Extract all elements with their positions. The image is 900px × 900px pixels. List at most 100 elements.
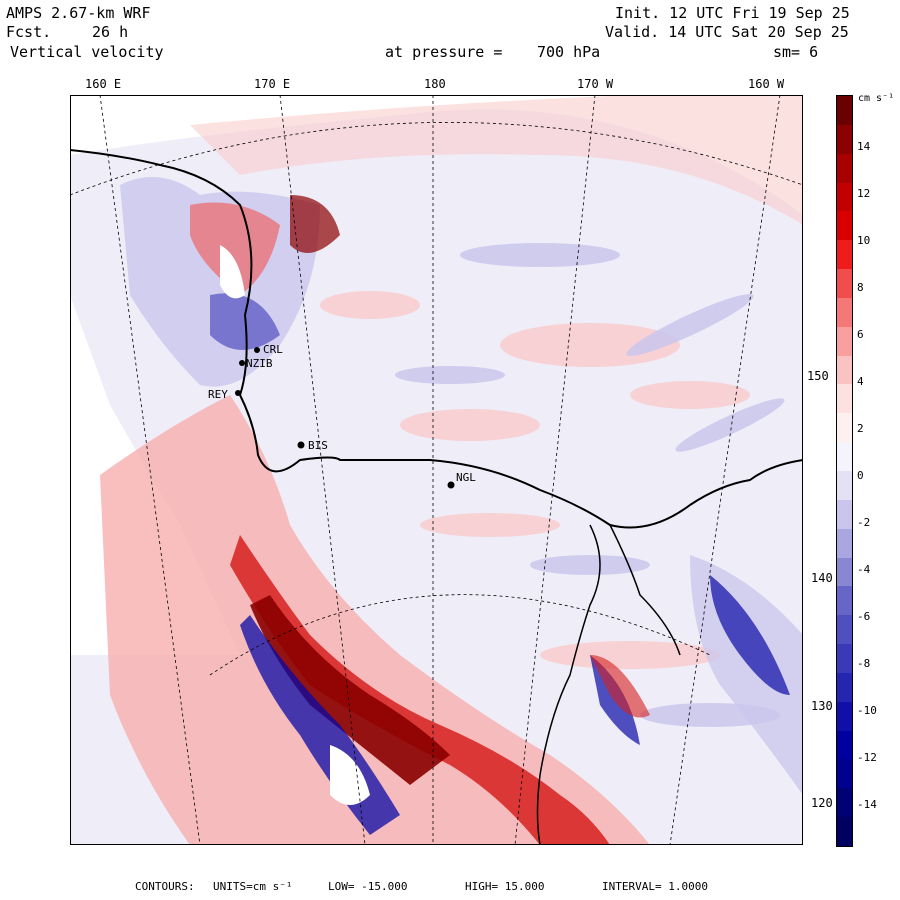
colorbar-segment xyxy=(837,96,852,126)
station-rey[interactable]: REY xyxy=(208,388,241,401)
station-ngl[interactable]: NGL xyxy=(447,471,477,489)
colorbar-tick-label: -8 xyxy=(857,657,871,670)
colorbar-segment xyxy=(837,269,852,299)
positive-patch xyxy=(290,195,340,253)
pressure-value: 700 hPa xyxy=(537,43,601,61)
colorbar-tick-label: 14 xyxy=(857,140,871,153)
positive-patch xyxy=(540,641,720,669)
colorbar-segment xyxy=(837,384,852,414)
footer-interval: INTERVAL= 1.0000 xyxy=(602,880,708,893)
meridian-160e xyxy=(99,95,201,845)
positive-patch xyxy=(590,655,650,718)
station-nzib[interactable]: NZIB xyxy=(239,357,273,370)
positive-patch xyxy=(500,323,680,367)
colorbar-segment xyxy=(837,586,852,616)
colorbar-tick-label: -10 xyxy=(857,704,877,717)
positive-patch xyxy=(190,202,280,295)
colorbar-segment xyxy=(837,124,852,155)
footer-low: LOW= -15.000 xyxy=(328,880,408,893)
colorbar-segment xyxy=(837,413,852,443)
colorbar xyxy=(836,95,853,847)
colorbar-tick-label: 4 xyxy=(857,375,864,388)
smoothing-value: sm= 6 xyxy=(773,43,819,61)
positive-mountain-band xyxy=(100,395,650,845)
negative-patch xyxy=(626,294,754,356)
positive-patch xyxy=(420,513,560,537)
colorbar-tick-label: -14 xyxy=(857,798,877,811)
footer-contours: CONTOURS: xyxy=(135,880,195,893)
very-strong-positive-ridge xyxy=(250,595,450,785)
colorbar-tick-label: -12 xyxy=(857,751,877,764)
station-label-nzib: NZIB xyxy=(246,357,273,370)
colorbar-segment xyxy=(837,355,852,385)
valid-time: Valid. 14 UTC Sat 20 Sep 25 xyxy=(605,23,849,41)
colorbar-segment xyxy=(837,701,852,732)
colorbar-segment xyxy=(837,672,852,703)
colorbar-segment xyxy=(837,240,852,270)
colorbar-tick-label: 8 xyxy=(857,281,864,294)
station-label-rey: REY xyxy=(208,388,228,401)
negative-patch xyxy=(395,366,505,384)
colorbar-segment xyxy=(837,297,852,328)
colorbar-unit: cm s⁻¹ xyxy=(858,93,895,104)
parallel-70s xyxy=(70,122,803,196)
no-data-patch xyxy=(330,745,370,805)
station-crl[interactable]: CRL xyxy=(254,343,283,356)
positive-patch xyxy=(630,381,750,409)
colorbar-segment xyxy=(837,528,852,559)
pressure-label: at pressure = xyxy=(385,43,503,61)
colorbar-segment xyxy=(837,442,852,472)
colorbar-segment xyxy=(837,499,852,530)
lon-label-170e: 170 E xyxy=(254,77,291,91)
colorbar-tick-label: 0 xyxy=(857,469,864,482)
colorbar-tick-label: 12 xyxy=(857,187,871,200)
init-time: Init. 12 UTC Fri 19 Sep 25 xyxy=(615,4,850,22)
footer-high: HIGH= 15.000 xyxy=(465,880,545,893)
colorbar-tick-label: 2 xyxy=(857,422,864,435)
colorbar-segment xyxy=(837,615,852,645)
vertical-velocity-map[interactable]: BIS NGL CRL NZIB REY xyxy=(70,95,803,845)
lon-label-160w: 160 W xyxy=(748,77,785,91)
colorbar-tick-label: 6 xyxy=(857,328,864,341)
coastline xyxy=(70,149,803,529)
grounding-line xyxy=(536,524,601,845)
lon-label-160e: 160 E xyxy=(85,77,122,91)
map-frame xyxy=(70,95,803,845)
field-name: Vertical velocity xyxy=(10,43,164,61)
lon-label-180: 180 xyxy=(424,77,446,91)
positive-band-north xyxy=(190,95,803,225)
lon-label-170w: 170 W xyxy=(577,77,614,91)
no-data-patch xyxy=(220,245,245,299)
colorbar-segment xyxy=(837,211,852,241)
negative-patch xyxy=(530,555,650,575)
colorbar-tick-label: -2 xyxy=(857,516,871,529)
strong-positive-ridge xyxy=(230,535,610,845)
colorbar-segment xyxy=(837,730,852,760)
colorbar-segment xyxy=(837,471,852,501)
colorbar-segment xyxy=(837,153,852,184)
negative-patch xyxy=(675,398,785,452)
station-label-bis: BIS xyxy=(308,439,328,452)
footer-units: UNITS=cm s⁻¹ xyxy=(213,880,293,893)
station-bis[interactable]: BIS xyxy=(297,439,328,452)
forecast-label: Fcst. xyxy=(6,23,52,41)
meridian-160w xyxy=(669,95,781,845)
positive-patch xyxy=(320,291,420,319)
colorbar-segment xyxy=(837,817,852,847)
colorbar-tick-label: 10 xyxy=(857,234,871,247)
grounding-line xyxy=(609,524,681,656)
lon-label-150w: 150 W xyxy=(807,369,844,383)
positive-patch xyxy=(400,409,540,441)
model-title: AMPS 2.67-km WRF xyxy=(6,4,151,22)
station-label-crl: CRL xyxy=(263,343,283,356)
station-label-ngl: NGL xyxy=(456,471,476,484)
forecast-hour: 26 h xyxy=(92,23,129,41)
parallel-80s xyxy=(209,594,711,676)
colorbar-segment xyxy=(837,557,852,587)
colorbar-segment xyxy=(837,326,852,357)
colorbar-tick-label: -6 xyxy=(857,610,871,623)
colorbar-tick-label: -4 xyxy=(857,563,871,576)
colorbar-segment xyxy=(837,644,852,674)
negative-patch xyxy=(460,243,620,267)
negative-patch xyxy=(710,575,790,695)
